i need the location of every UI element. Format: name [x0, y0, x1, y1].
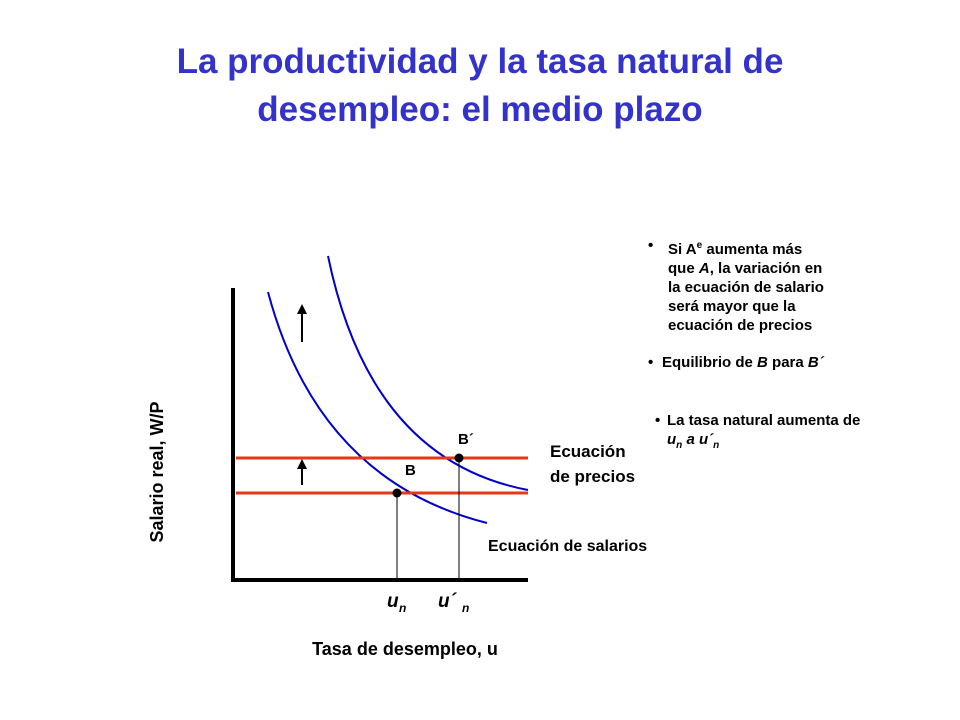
un-prime-subscript: n	[462, 601, 469, 615]
up-arrow-icon	[297, 459, 307, 485]
note-wage-shift-line-1: Si Ae aumenta más	[668, 240, 803, 258]
bullet-icon: •	[655, 412, 661, 429]
un-subscript: n	[399, 601, 406, 615]
point-b-prime-label: B´	[458, 431, 474, 448]
note-equilibrium: • Equilibrio de B para B´	[648, 354, 824, 371]
y-axis-label: Salario real, W/P	[147, 401, 167, 542]
wage-curve-shifted	[327, 255, 529, 491]
title-line-2: desempleo: el medio plazo	[257, 90, 703, 129]
un-label: u	[387, 591, 399, 612]
note-natural-rate-line-1: La tasa natural aumenta de	[667, 412, 861, 429]
note-wage-shift-line-4: será mayor que la	[668, 298, 796, 315]
note-natural-rate: • La tasa natural aumenta de un a u´n	[655, 411, 925, 455]
equilibrium-point-b	[392, 488, 402, 498]
bullet-icon: •	[648, 237, 654, 254]
note-wage-shift-line-5: ecuación de precios	[668, 317, 813, 334]
point-b-label: B	[405, 462, 416, 479]
price-equation-label-2: de precios	[550, 467, 635, 486]
note-wage-shift: • Si Ae aumenta más que A, la variación …	[648, 236, 908, 335]
equilibrium-point-b-prime	[454, 453, 464, 463]
title-line-1: La productividad y la tasa natural de	[176, 42, 784, 81]
bullet-icon: •	[648, 354, 654, 371]
wage-curve-initial	[267, 291, 488, 524]
wage-equation-label: Ecuación de salarios	[488, 538, 647, 555]
price-equation-label-1: Ecuación	[550, 442, 626, 461]
note-wage-shift-line-3: la ecuación de salario	[668, 279, 824, 296]
x-axis-label: Tasa de desempleo, u	[312, 639, 498, 659]
note-natural-rate-line-2: un a u´n	[667, 431, 720, 451]
note-wage-shift-line-2: que A, la variación en	[668, 260, 823, 277]
slide-title: La productividad y la tasa natural de de…	[40, 38, 920, 134]
up-arrow-icon	[297, 304, 307, 342]
un-prime-label: u´	[438, 591, 458, 612]
